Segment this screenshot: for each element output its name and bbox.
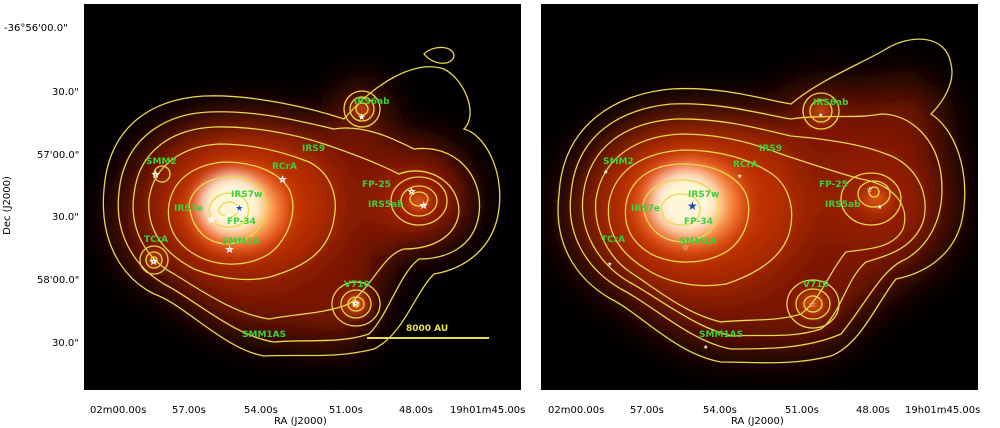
y-tick-label: 30.0" xyxy=(52,338,79,349)
svg-text:★: ★ xyxy=(737,173,742,180)
label-smm2: SMM2 xyxy=(146,157,177,167)
x-tick-label: 57.00s xyxy=(172,405,206,416)
label-irs9: IRS9 xyxy=(302,144,325,154)
svg-text:★: ★ xyxy=(703,344,708,351)
label-irs7e: IRS7e xyxy=(174,204,203,214)
svg-text:☆: ☆ xyxy=(866,185,873,194)
svg-text:☆: ☆ xyxy=(279,175,286,184)
label-smm1as: SMM1AS xyxy=(242,330,286,340)
label-tcra: TCrA xyxy=(144,235,168,245)
svg-text:☆: ☆ xyxy=(152,170,159,179)
contour-lines-right xyxy=(557,38,966,364)
svg-text:☆: ☆ xyxy=(809,300,816,309)
y-tick-label: 30.0" xyxy=(52,87,79,98)
label-smm1as-right: SMM1AS xyxy=(699,330,743,340)
label-irs7e-right: IRS7e xyxy=(631,204,660,214)
label-smm1a-right: SMM1A xyxy=(679,237,717,247)
x-tick-label: 51.00s xyxy=(329,405,363,416)
label-smm2-right: SMM2 xyxy=(603,157,634,167)
x-tick-label: 02m00.00s xyxy=(90,405,147,416)
label-irs6ab-right: IRS6ab xyxy=(813,98,849,108)
source-markers: ☆ ☆ ★ ☆ ☆ ☆ ☆ ★ ☆ ☆ ☆ xyxy=(150,114,428,309)
label-irs7w: IRS7w xyxy=(231,190,262,200)
y-tick-label: 30.0" xyxy=(52,212,79,223)
right-map-image: ★ ★ ★ ☆ ☆ ☆ ★ ★ ☆ ★ ☆ ★ SMM2 IRS9 RCrA I… xyxy=(557,38,966,364)
svg-text:☆: ☆ xyxy=(665,213,672,222)
label-fp25: FP-25 xyxy=(362,180,391,190)
svg-text:★: ★ xyxy=(687,199,698,213)
label-rcra-right: RCrA xyxy=(733,160,758,170)
x-tick-label: 51.00s xyxy=(785,405,819,416)
svg-text:☆: ☆ xyxy=(680,211,687,220)
svg-text:☆: ☆ xyxy=(208,215,215,224)
svg-text:☆: ☆ xyxy=(682,243,689,252)
label-fp34-right: FP-34 xyxy=(684,217,713,227)
svg-text:★: ★ xyxy=(818,112,823,119)
x-axis-title: RA (J2000) xyxy=(274,416,327,427)
svg-text:★: ★ xyxy=(877,204,882,211)
y-tick-label: 58'00.0" xyxy=(37,275,80,286)
svg-text:★: ★ xyxy=(603,169,608,176)
label-irs5ab-right: IRS5ab xyxy=(825,200,861,210)
svg-text:☆: ☆ xyxy=(352,299,359,308)
label-irs5ab: IRS5ab xyxy=(368,200,404,210)
svg-text:★: ★ xyxy=(234,201,245,215)
label-irs6ab: IRS6ab xyxy=(354,97,390,107)
label-rcra: RCrA xyxy=(272,162,297,172)
x-tick-label: 19h01m45.00s xyxy=(905,405,981,416)
left-map-panel: ☆ ☆ ★ ☆ ☆ ☆ ☆ ★ ☆ ☆ ☆ SMM2 IRS9 RCrA IRS… xyxy=(84,4,521,390)
contour-lines xyxy=(102,46,501,357)
x-tick-label: 19h01m45.00s xyxy=(450,405,526,416)
label-tcra-right: TCrA xyxy=(601,235,625,245)
x-tick-label: 48.00s xyxy=(399,405,433,416)
x-tick-label: 54.00s xyxy=(244,405,278,416)
label-irs9-right: IRS9 xyxy=(759,144,782,154)
x-tick-label: 54.00s xyxy=(703,405,737,416)
label-fp34: FP-34 xyxy=(227,217,256,227)
svg-text:★: ★ xyxy=(359,114,364,121)
left-map-image: ☆ ☆ ★ ☆ ☆ ☆ ☆ ★ ☆ ☆ ☆ SMM2 IRS9 RCrA IRS… xyxy=(102,46,501,357)
source-markers-right: ★ ★ ★ ☆ ☆ ☆ ★ ★ ☆ ★ ☆ ★ xyxy=(603,112,882,351)
label-smm1a: SMM1A xyxy=(222,237,260,247)
label-v710-right: V710 xyxy=(803,280,829,290)
svg-text:☆: ☆ xyxy=(420,201,427,210)
svg-text:☆: ☆ xyxy=(226,245,233,254)
x-tick-label: 02m00.00s xyxy=(548,405,605,416)
svg-text:★: ★ xyxy=(607,261,612,268)
x-tick-label: 57.00s xyxy=(630,405,664,416)
y-axis-title: Dec (J2000) xyxy=(1,176,13,235)
svg-text:☆: ☆ xyxy=(150,257,157,266)
x-tick-label: 48.00s xyxy=(856,405,890,416)
svg-text:☆: ☆ xyxy=(408,187,415,196)
right-map-panel: ★ ★ ★ ☆ ☆ ☆ ★ ★ ☆ ★ ☆ ★ SMM2 IRS9 RCrA I… xyxy=(541,4,978,390)
label-irs7w-right: IRS7w xyxy=(688,190,719,200)
label-fp25-right: FP-25 xyxy=(819,180,848,190)
x-axis-title: RA (J2000) xyxy=(731,416,784,427)
y-tick-label: -36°56'00.0" xyxy=(4,23,68,34)
y-tick-label: 57'00.0" xyxy=(37,150,80,161)
scale-bar-label: 8000 AU xyxy=(406,324,448,334)
label-v710: V710 xyxy=(344,280,370,290)
svg-text:☆: ☆ xyxy=(224,213,231,222)
